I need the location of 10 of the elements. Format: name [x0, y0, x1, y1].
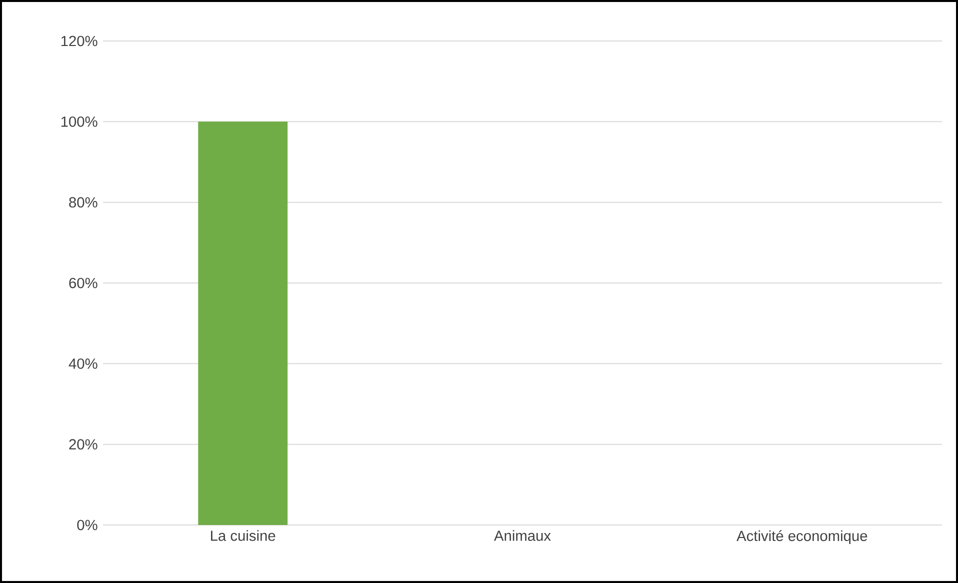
- x-tick-label: Activité economique: [736, 530, 868, 544]
- x-tick-label: Animaux: [494, 530, 551, 541]
- y-tick-label: 40%: [68, 358, 98, 369]
- y-tick-label: 80%: [69, 197, 98, 208]
- y-tick-label: 120%: [61, 36, 98, 46]
- y-tick-label: 60%: [69, 278, 98, 288]
- y-tick-label: 0%: [77, 520, 98, 530]
- x-tick-label: La cuisine: [211, 530, 276, 541]
- y-tick-label: 20%: [69, 439, 98, 450]
- y-tick-label: 100%: [61, 116, 98, 127]
